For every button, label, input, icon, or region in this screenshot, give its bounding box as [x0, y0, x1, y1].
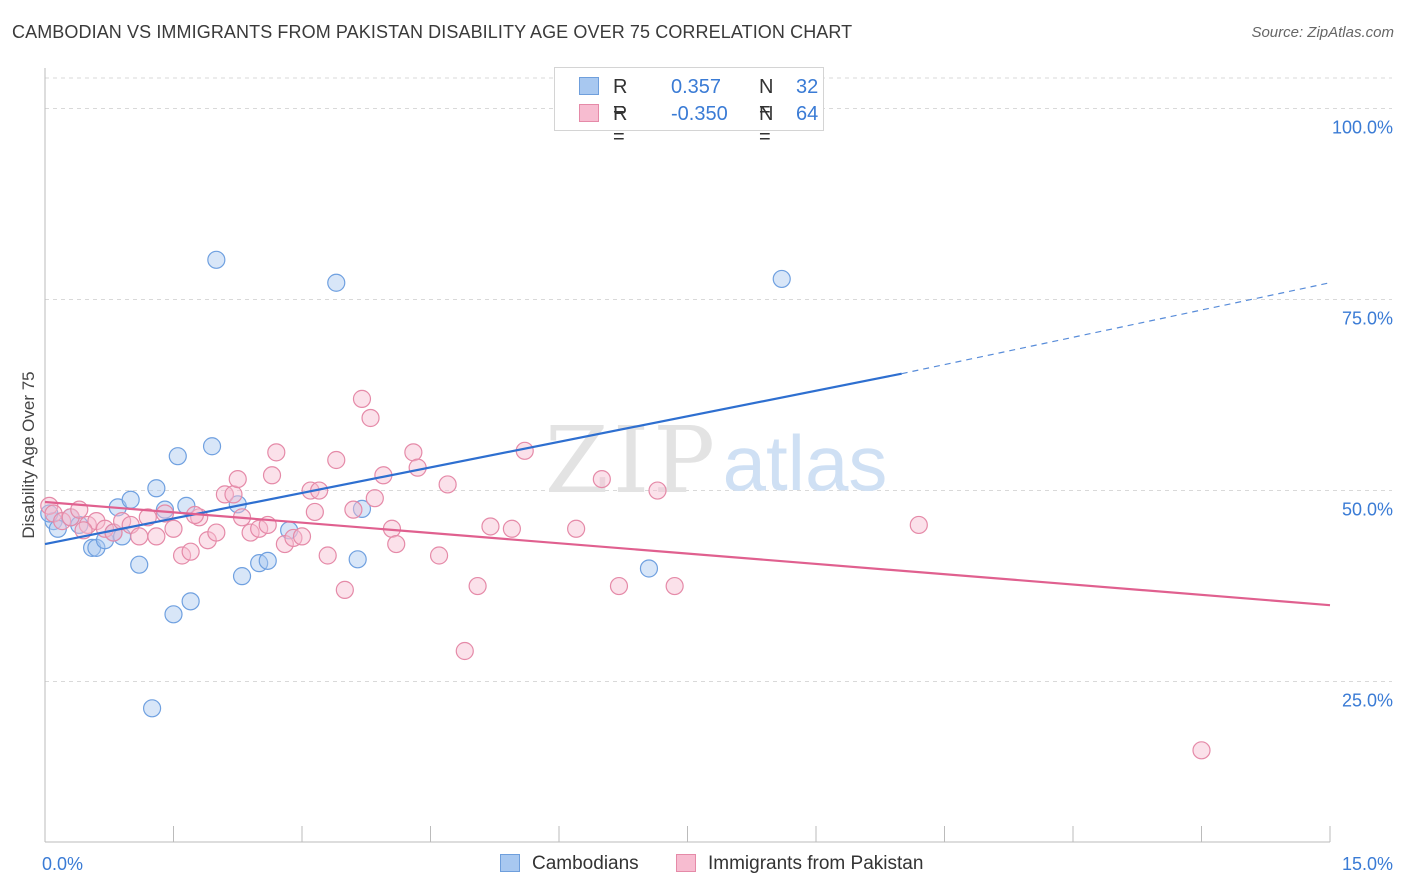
- cambodian-point: [147, 479, 166, 498]
- correlation-legend: R = 0.357 N = 32 R = -0.350 N = 64: [554, 67, 824, 148]
- pakistan-point: [181, 542, 200, 561]
- legend-swatch-cambodians: [579, 77, 599, 95]
- tick-labels: 100.0% 75.0% 50.0% 25.0% 0.0% 15.0%: [42, 118, 1393, 874]
- cambodian-point: [207, 250, 226, 269]
- legend-n-label: N =: [759, 76, 774, 121]
- pakistan-point: [305, 502, 324, 522]
- pakistan-point: [262, 466, 282, 485]
- pakistan-point: [318, 546, 337, 565]
- legend-swatch-pakistan: [676, 854, 696, 872]
- pakistan-point: [164, 519, 183, 538]
- legend-label-pakistan: Immigrants from Pakistan: [708, 853, 924, 874]
- pakistan-point: [609, 576, 629, 596]
- pakistan-point: [404, 443, 423, 462]
- cambodian-point: [121, 490, 140, 509]
- cambodian-point: [232, 567, 252, 586]
- cambodian-point: [327, 273, 346, 292]
- cambodian-point: [772, 269, 791, 289]
- cambodian-point: [258, 551, 277, 570]
- y-tick-label: 75.0%: [1342, 309, 1393, 329]
- pakistan-point: [241, 523, 260, 542]
- x-tick-label: 0.0%: [42, 854, 83, 874]
- y-tick-label: 100.0%: [1332, 118, 1393, 138]
- pakistan-point: [387, 534, 406, 554]
- watermark: ZIP atlas: [545, 407, 887, 514]
- cambodian-point: [639, 559, 659, 578]
- y-axis-label: Disability Age Over 75: [19, 371, 38, 538]
- pakistan-point: [344, 500, 363, 519]
- pakistan-point: [172, 546, 192, 565]
- series-legend: Cambodians Immigrants from Pakistan: [0, 851, 1406, 877]
- cambodian-point: [181, 592, 200, 611]
- legend-n-label: N =: [759, 103, 774, 148]
- cambodian-trend-line: [44, 372, 902, 546]
- legend-r-value: 0.357: [671, 76, 722, 98]
- pakistan-point: [292, 527, 312, 546]
- legend-r-value: -0.350: [671, 103, 728, 125]
- pakistan-point: [502, 519, 521, 538]
- pakistan-point: [267, 443, 286, 462]
- pakistan-point: [468, 576, 487, 596]
- pakistan-point: [207, 523, 226, 542]
- pakistan-point: [53, 512, 72, 531]
- cambodian-point: [164, 605, 183, 624]
- cambodian-point: [168, 447, 187, 466]
- legend-swatch-pakistan: [579, 104, 599, 122]
- legend-label-cambodians: Cambodians: [532, 853, 639, 874]
- pakistan-point: [365, 489, 384, 508]
- pakistan-point: [224, 485, 243, 504]
- pakistan-point: [455, 641, 474, 661]
- legend-swatch-cambodians: [500, 854, 520, 872]
- y-tick-label: 50.0%: [1342, 500, 1393, 520]
- cambodian-point: [202, 437, 222, 456]
- cambodian-point: [130, 555, 149, 574]
- pakistan-point: [155, 504, 175, 523]
- pakistan-point: [130, 527, 149, 546]
- legend-r-label: R =: [613, 76, 628, 121]
- pakistan-point: [665, 576, 684, 596]
- pakistan-point: [481, 517, 500, 536]
- data-points: [40, 250, 1211, 760]
- pakistan-point: [592, 470, 611, 489]
- pakistan-point: [352, 389, 372, 408]
- pakistan-point: [228, 470, 247, 489]
- watermark-atlas: atlas: [723, 419, 888, 507]
- legend-n-value: 64: [796, 103, 819, 125]
- source-label: Source: ZipAtlas.com: [1251, 24, 1394, 41]
- pakistan-point: [1192, 741, 1211, 760]
- pakistan-point: [909, 515, 928, 535]
- pakistan-point: [335, 580, 354, 599]
- legend-r-label: R =: [613, 103, 628, 148]
- pakistan-point: [567, 519, 586, 538]
- legend-n-value: 32: [796, 76, 819, 98]
- pakistan-point: [147, 527, 166, 546]
- chart-title: CAMBODIAN VS IMMIGRANTS FROM PAKISTAN DI…: [12, 22, 853, 42]
- grid-lines: [45, 77, 1392, 683]
- pakistan-point: [648, 481, 667, 500]
- watermark-zip: ZIP: [545, 407, 719, 514]
- cambodian-trend-extension: [901, 282, 1331, 375]
- pakistan-point: [361, 408, 380, 428]
- cambodian-point: [348, 550, 367, 569]
- pakistan-point: [327, 450, 346, 470]
- x-tick-label: 15.0%: [1342, 854, 1393, 874]
- axes: [44, 68, 1331, 843]
- trend-lines: [44, 282, 1331, 607]
- pakistan-trend-line: [44, 500, 1331, 607]
- pakistan-point: [429, 546, 449, 565]
- cambodian-point: [142, 699, 162, 718]
- pakistan-point: [438, 475, 457, 494]
- y-tick-label: 25.0%: [1342, 691, 1393, 711]
- pakistan-point: [138, 508, 157, 527]
- cambodian-point: [155, 500, 175, 519]
